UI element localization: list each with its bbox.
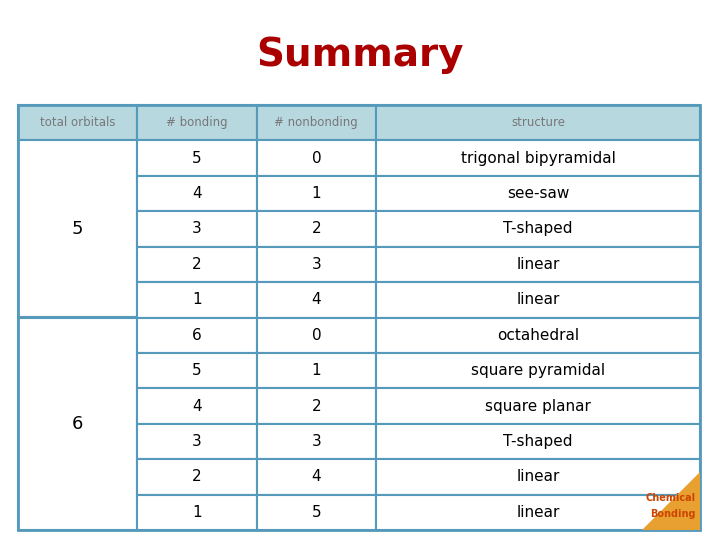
Bar [376,247,700,282]
Text: Bonding: Bonding [650,509,696,519]
Text: 4: 4 [312,292,321,307]
Bar [376,140,700,176]
Bar [257,105,376,140]
Text: linear: linear [516,505,559,520]
Bar [376,459,700,495]
Text: # bonding: # bonding [166,116,228,129]
Text: 2: 2 [192,257,202,272]
Bar [257,176,376,211]
Text: 4: 4 [312,469,321,484]
Text: 4: 4 [192,186,202,201]
Bar [257,247,376,282]
Bar [18,318,138,530]
Bar [376,318,700,353]
Bar [257,495,376,530]
Text: 2: 2 [312,399,321,414]
Text: 5: 5 [72,220,84,238]
Bar [138,105,257,140]
Text: 6: 6 [192,328,202,343]
Text: square pyramidal: square pyramidal [471,363,605,378]
Text: 3: 3 [192,434,202,449]
Text: 4: 4 [192,399,202,414]
Bar [138,211,257,247]
Bar [376,211,700,247]
Bar [376,282,700,318]
Text: Summary: Summary [256,36,464,74]
Bar [376,424,700,459]
Bar [376,353,700,388]
Text: 2: 2 [192,469,202,484]
Bar [257,424,376,459]
Bar [257,318,376,353]
Bar [257,282,376,318]
Text: T-shaped: T-shaped [503,434,573,449]
Bar [138,247,257,282]
Text: 6: 6 [72,415,84,433]
Text: 1: 1 [312,186,321,201]
Bar [257,211,376,247]
Bar [138,282,257,318]
Bar [138,318,257,353]
Bar [138,353,257,388]
Text: octahedral: octahedral [497,328,579,343]
Bar [376,176,700,211]
Bar [376,388,700,424]
Text: 0: 0 [312,151,321,166]
Text: 3: 3 [312,434,321,449]
Text: total orbitals: total orbitals [40,116,115,129]
Text: 2: 2 [312,221,321,237]
Text: square planar: square planar [485,399,591,414]
Bar [138,140,257,176]
Bar [18,140,138,318]
Text: 5: 5 [312,505,321,520]
Text: Chemical: Chemical [646,493,696,503]
Bar [257,459,376,495]
Text: 3: 3 [192,221,202,237]
Text: 5: 5 [192,363,202,378]
Bar [138,495,257,530]
Text: # nonbonding: # nonbonding [274,116,359,129]
Text: T-shaped: T-shaped [503,221,573,237]
Bar [138,176,257,211]
Text: 3: 3 [312,257,321,272]
Bar [257,140,376,176]
Bar [138,388,257,424]
Text: structure: structure [511,116,565,129]
Bar [18,105,700,530]
Bar [257,353,376,388]
Text: see-saw: see-saw [507,186,570,201]
Bar [138,424,257,459]
Text: linear: linear [516,257,559,272]
Text: 1: 1 [192,292,202,307]
Text: trigonal bipyramidal: trigonal bipyramidal [461,151,616,166]
Bar [138,459,257,495]
Bar [376,105,700,140]
Text: 1: 1 [312,363,321,378]
Text: 1: 1 [192,505,202,520]
Bar [18,105,138,140]
Text: 5: 5 [192,151,202,166]
Polygon shape [642,472,700,530]
Bar [376,495,700,530]
Text: linear: linear [516,469,559,484]
Bar [257,388,376,424]
Text: linear: linear [516,292,559,307]
Text: 0: 0 [312,328,321,343]
